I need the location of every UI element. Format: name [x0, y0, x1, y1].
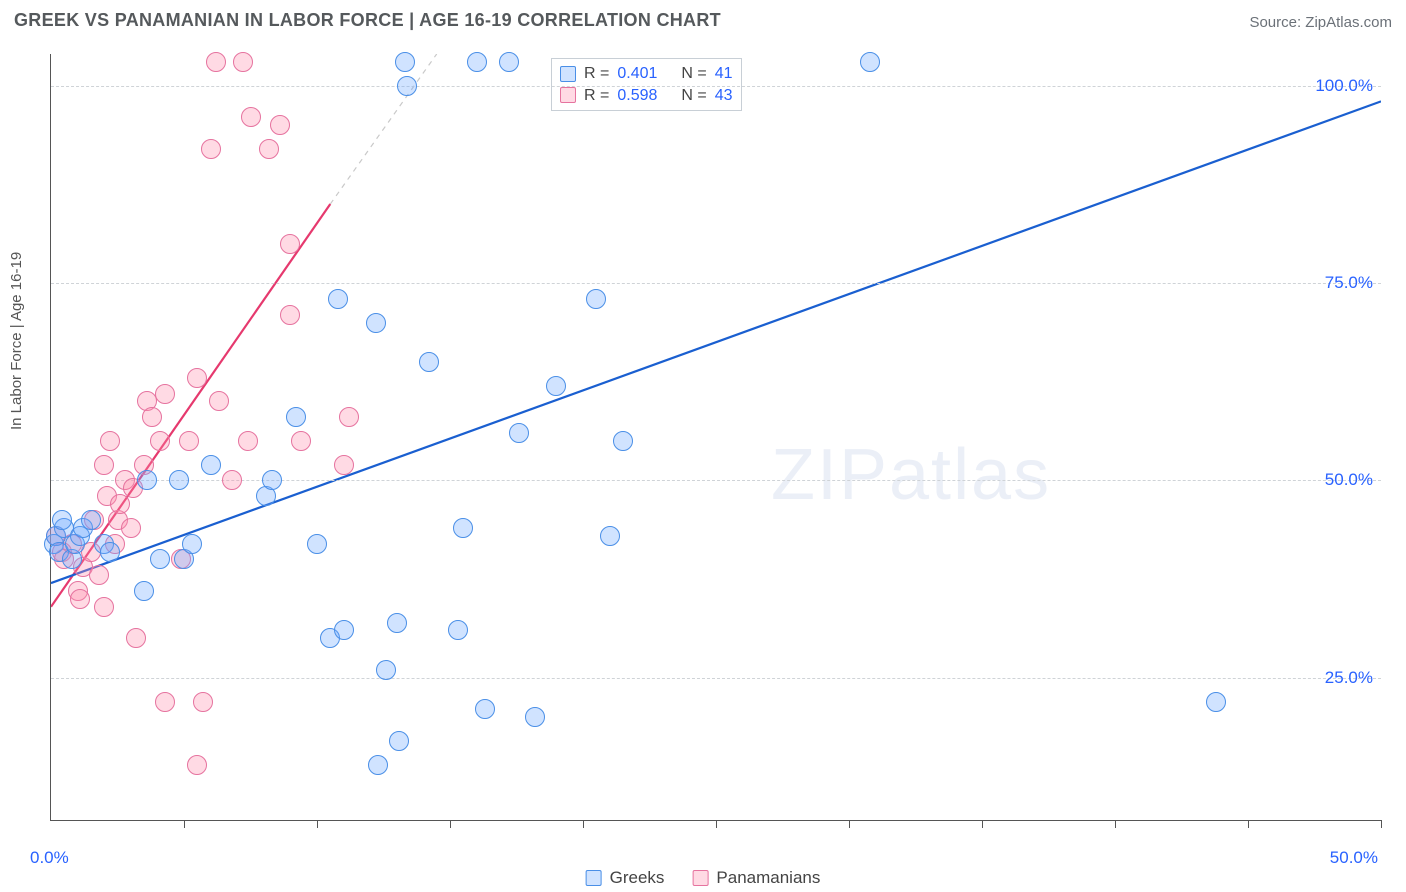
- data-point: [387, 613, 407, 633]
- data-point: [206, 52, 226, 72]
- data-point: [453, 518, 473, 538]
- swatch-panamanians-icon: [692, 870, 708, 886]
- data-point: [94, 455, 114, 475]
- data-point: [280, 305, 300, 325]
- data-point: [89, 565, 109, 585]
- legend-item-greeks: Greeks: [586, 868, 665, 888]
- swatch-panamanians-icon: [560, 87, 576, 103]
- source-label: Source: ZipAtlas.com: [1249, 14, 1392, 31]
- y-tick-label: 100.0%: [1315, 76, 1373, 96]
- data-point: [126, 628, 146, 648]
- data-point: [81, 510, 101, 530]
- chart-title: GREEK VS PANAMANIAN IN LABOR FORCE | AGE…: [14, 10, 721, 31]
- data-point: [475, 699, 495, 719]
- data-point: [241, 107, 261, 127]
- data-point: [110, 494, 130, 514]
- x-axis-max-label: 50.0%: [1330, 848, 1378, 868]
- data-point: [187, 368, 207, 388]
- data-point: [376, 660, 396, 680]
- data-point: [525, 707, 545, 727]
- n-label: N =: [681, 63, 706, 85]
- y-tick-label: 50.0%: [1325, 470, 1373, 490]
- data-point: [100, 542, 120, 562]
- data-point: [70, 589, 90, 609]
- data-point: [613, 431, 633, 451]
- data-point: [334, 620, 354, 640]
- data-point: [259, 139, 279, 159]
- r-value-greeks: 0.401: [617, 63, 657, 85]
- y-tick-label: 25.0%: [1325, 668, 1373, 688]
- data-point: [366, 313, 386, 333]
- r-label: R =: [584, 63, 609, 85]
- data-point: [334, 455, 354, 475]
- data-point: [134, 581, 154, 601]
- data-point: [448, 620, 468, 640]
- x-axis-min-label: 0.0%: [30, 848, 69, 868]
- data-point: [389, 731, 409, 751]
- legend-row-panamanians: R = 0.598 N = 43: [560, 85, 733, 107]
- data-point: [860, 52, 880, 72]
- data-point: [238, 431, 258, 451]
- data-point: [467, 52, 487, 72]
- data-point: [600, 526, 620, 546]
- r-label: R =: [584, 85, 609, 107]
- legend-label-panamanians: Panamanians: [716, 868, 820, 888]
- data-point: [419, 352, 439, 372]
- r-value-panamanians: 0.598: [617, 85, 657, 107]
- data-point: [1206, 692, 1226, 712]
- swatch-greeks-icon: [560, 66, 576, 82]
- data-point: [222, 470, 242, 490]
- y-axis-label: In Labor Force | Age 16-19: [8, 252, 25, 430]
- data-point: [193, 692, 213, 712]
- data-point: [52, 510, 72, 530]
- data-point: [201, 139, 221, 159]
- data-point: [339, 407, 359, 427]
- data-point: [546, 376, 566, 396]
- data-point: [150, 431, 170, 451]
- data-point: [155, 384, 175, 404]
- legend-label-greeks: Greeks: [610, 868, 665, 888]
- data-point: [182, 534, 202, 554]
- data-point: [397, 76, 417, 96]
- watermark: ZIPatlas: [771, 434, 1051, 516]
- data-point: [307, 534, 327, 554]
- data-point: [150, 549, 170, 569]
- data-point: [201, 455, 221, 475]
- swatch-greeks-icon: [586, 870, 602, 886]
- data-point: [121, 518, 141, 538]
- data-point: [155, 692, 175, 712]
- data-point: [233, 52, 253, 72]
- data-point: [94, 597, 114, 617]
- y-tick-label: 75.0%: [1325, 273, 1373, 293]
- data-point: [328, 289, 348, 309]
- data-point: [169, 470, 189, 490]
- n-value-greeks: 41: [715, 63, 733, 85]
- data-point: [280, 234, 300, 254]
- data-point: [270, 115, 290, 135]
- scatter-plot-area: ZIPatlas R = 0.401 N = 41 R = 0.598 N = …: [50, 54, 1381, 821]
- series-legend: Greeks Panamanians: [586, 868, 821, 888]
- data-point: [395, 52, 415, 72]
- n-value-panamanians: 43: [715, 85, 733, 107]
- data-point: [187, 755, 207, 775]
- data-point: [509, 423, 529, 443]
- data-point: [209, 391, 229, 411]
- legend-row-greeks: R = 0.401 N = 41: [560, 63, 733, 85]
- data-point: [100, 431, 120, 451]
- data-point: [368, 755, 388, 775]
- data-point: [499, 52, 519, 72]
- data-point: [137, 470, 157, 490]
- legend-item-panamanians: Panamanians: [692, 868, 820, 888]
- data-point: [586, 289, 606, 309]
- data-point: [291, 431, 311, 451]
- data-point: [286, 407, 306, 427]
- data-point: [179, 431, 199, 451]
- data-point: [262, 470, 282, 490]
- data-point: [142, 407, 162, 427]
- n-label: N =: [681, 85, 706, 107]
